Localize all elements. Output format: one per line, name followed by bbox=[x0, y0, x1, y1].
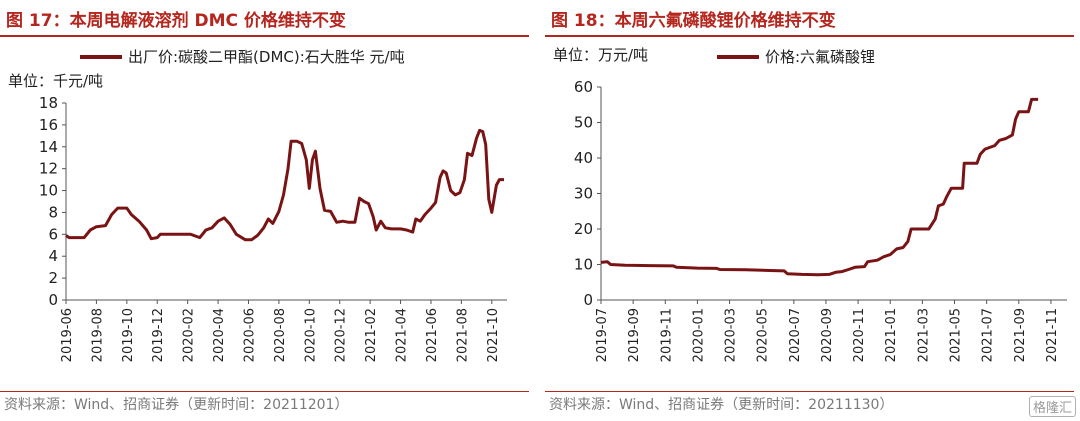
x-tick-label: 2019-11 bbox=[659, 308, 674, 362]
source-note: 资料来源：Wind、招商证券（更新时间：20211201） bbox=[4, 397, 349, 413]
x-tick-label: 2020-01 bbox=[691, 308, 706, 362]
y-tick-label: 4 bbox=[48, 247, 58, 265]
chart-legend: 价格:六氟磷酸锂 bbox=[717, 46, 875, 67]
x-tick-label: 2021-02 bbox=[364, 308, 379, 362]
x-tick-label: 2019-06 bbox=[60, 308, 75, 362]
x-tick-label: 2021-07 bbox=[981, 308, 996, 362]
y-tick-label: 10 bbox=[574, 256, 593, 274]
y-tick-label: 18 bbox=[39, 94, 58, 112]
y-tick-label: 30 bbox=[574, 185, 593, 203]
legend-label: 出厂价:碳酸二甲酯(DMC):石大胜华 元/吨 bbox=[128, 48, 405, 66]
legend-swatch bbox=[717, 54, 759, 59]
x-tick-label: 2021-11 bbox=[1045, 308, 1060, 362]
x-tick-label: 2020-12 bbox=[334, 308, 349, 362]
y-tick-label: 0 bbox=[48, 291, 58, 309]
x-tick-label: 2019-08 bbox=[90, 308, 105, 362]
x-tick-label: 2019-10 bbox=[121, 308, 136, 362]
x-tick-label: 2021-05 bbox=[949, 308, 964, 362]
x-tick-label: 2019-12 bbox=[151, 308, 166, 362]
chart-legend: 出厂价:碳酸二甲酯(DMC):石大胜华 元/吨 bbox=[80, 46, 405, 67]
x-tick-label: 2019-07 bbox=[595, 308, 610, 362]
x-tick-label: 2021-06 bbox=[425, 308, 440, 362]
source-note: 资料来源：Wind、招商证券（更新时间：20211130） bbox=[549, 397, 894, 413]
x-tick-label: 2020-02 bbox=[182, 308, 197, 362]
x-tick-label: 2021-10 bbox=[486, 308, 501, 362]
chart-plot-dmc: 0 2 4 6 8 10 12 14 16 18 2019-06 2019-08 2019-10 2019… bbox=[39, 94, 507, 362]
unit-label: 单位：千元/吨 bbox=[8, 72, 104, 90]
x-tick-label: 2020-10 bbox=[303, 308, 318, 362]
x-tick-label: 2020-08 bbox=[273, 308, 288, 362]
y-tick-label: 10 bbox=[39, 182, 58, 200]
x-tick-label: 2020-06 bbox=[242, 308, 257, 362]
series-line bbox=[600, 97, 1039, 277]
y-tick-label: 12 bbox=[39, 160, 58, 178]
x-tick-label: 2020-05 bbox=[756, 308, 771, 362]
chart-title: 图 17：本周电解液溶剂 DMC 价格维持不变 bbox=[6, 11, 346, 31]
x-tick-label: 2020-07 bbox=[788, 308, 803, 362]
y-tick-label: 16 bbox=[39, 116, 58, 134]
x-tick-label: 2020-03 bbox=[724, 308, 739, 362]
y-tick-label: 8 bbox=[48, 203, 58, 221]
y-tick-label: 50 bbox=[574, 114, 593, 132]
legend-swatch bbox=[80, 54, 122, 59]
x-tick-label: 2021-03 bbox=[916, 308, 931, 362]
y-tick-label: 20 bbox=[574, 220, 593, 238]
y-tick-label: 60 bbox=[574, 78, 593, 96]
x-tick-label: 2020-09 bbox=[820, 308, 835, 362]
y-tick-label: 6 bbox=[48, 225, 58, 243]
y-tick-label: 2 bbox=[48, 269, 58, 287]
x-tick-label: 2021-08 bbox=[455, 308, 470, 362]
title-rule bbox=[0, 35, 529, 37]
chart-panel-dmc: 图 17：本周电解液溶剂 DMC 价格维持不变 出厂价:碳酸二甲酯(DMC):石… bbox=[0, 0, 535, 421]
title-rule bbox=[545, 35, 1074, 37]
chart-panel-lipf6: 图 18：本周六氟磷酸锂价格维持不变 单位：万元/吨 价格:六氟磷酸锂 0 10 2… bbox=[545, 0, 1080, 421]
x-tick-label: 2021-09 bbox=[1013, 308, 1028, 362]
y-tick-label: 14 bbox=[39, 138, 58, 156]
series-line bbox=[65, 128, 504, 242]
x-tick-label: 2019-09 bbox=[627, 308, 642, 362]
source-rule bbox=[545, 391, 1074, 392]
unit-label: 单位：万元/吨 bbox=[553, 46, 649, 64]
chart-title: 图 18：本周六氟磷酸锂价格维持不变 bbox=[551, 11, 836, 31]
chart-plot-lipf6: 0 10 20 30 40 50 60 2019-07 2019-09 2019-11 2020-0… bbox=[574, 78, 1067, 362]
x-tick-label: 2020-11 bbox=[852, 308, 867, 362]
watermark-logo: 格隆汇 bbox=[1028, 396, 1076, 417]
y-tick-label: 0 bbox=[583, 291, 593, 309]
legend-label: 价格:六氟磷酸锂 bbox=[765, 48, 876, 66]
y-tick-label: 40 bbox=[574, 149, 593, 167]
x-tick-label: 2021-04 bbox=[395, 308, 410, 362]
x-tick-label: 2020-04 bbox=[212, 308, 227, 362]
source-rule bbox=[0, 391, 529, 392]
x-tick-label: 2021-01 bbox=[884, 308, 899, 362]
